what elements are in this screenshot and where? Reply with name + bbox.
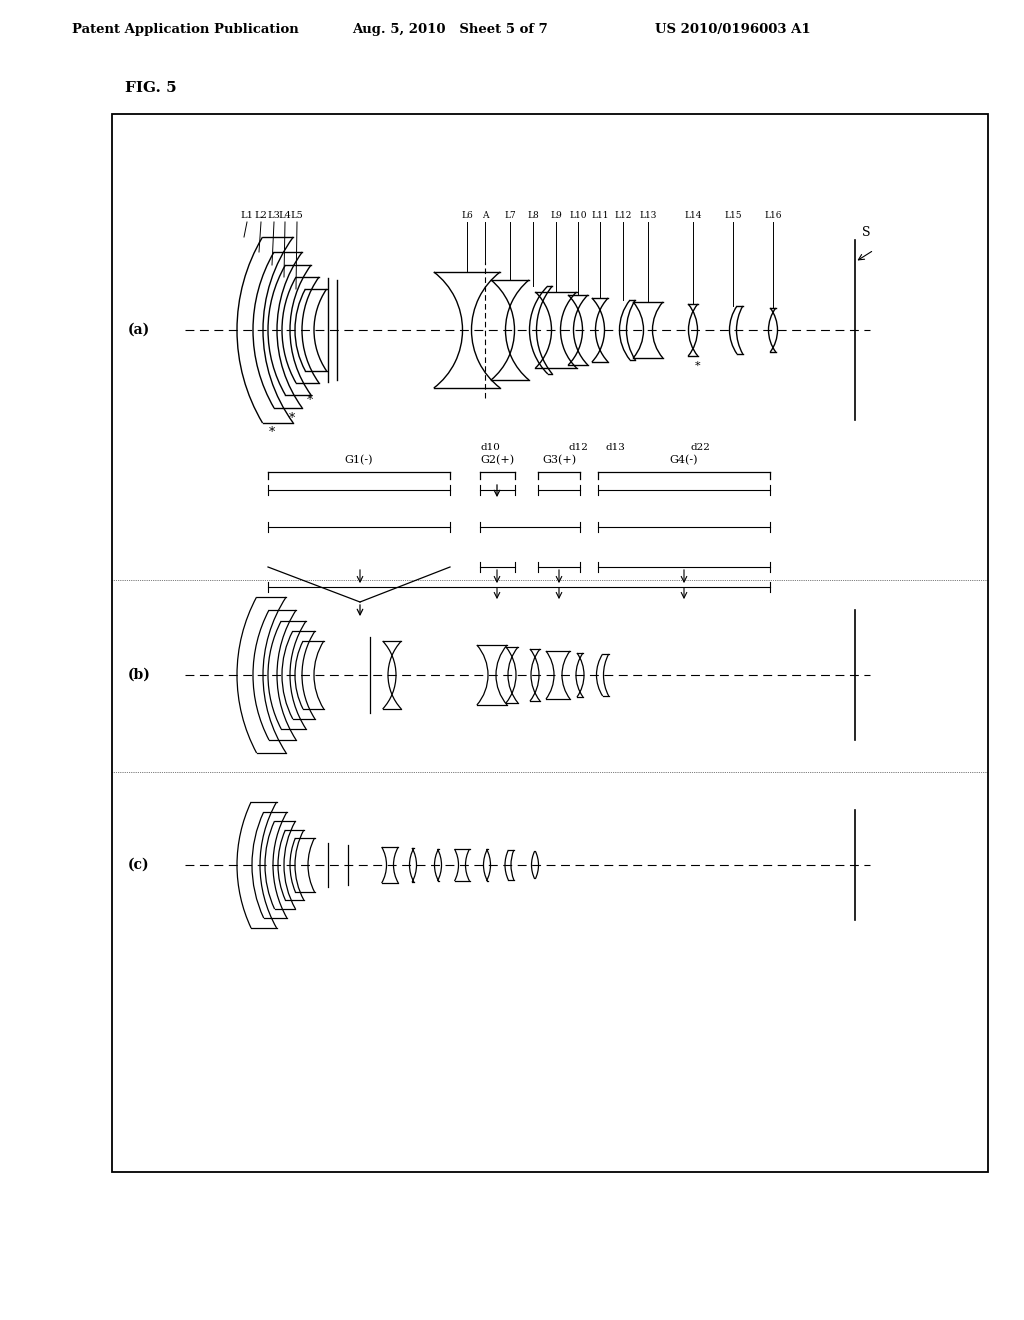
- Text: (c): (c): [128, 858, 150, 873]
- Text: L4: L4: [279, 211, 292, 220]
- Text: *: *: [307, 393, 313, 407]
- Text: L11: L11: [591, 211, 608, 220]
- Text: L5: L5: [291, 211, 303, 220]
- Text: L8: L8: [527, 211, 539, 220]
- Bar: [112, 114, 988, 1172]
- Text: Aug. 5, 2010   Sheet 5 of 7: Aug. 5, 2010 Sheet 5 of 7: [352, 24, 548, 37]
- Text: L1: L1: [241, 211, 253, 220]
- Text: *: *: [269, 426, 275, 440]
- Text: L2: L2: [255, 211, 267, 220]
- Text: A: A: [481, 211, 488, 220]
- Text: (a): (a): [128, 323, 151, 337]
- Text: L13: L13: [639, 211, 656, 220]
- Text: G1(-): G1(-): [345, 455, 374, 465]
- Text: G4(-): G4(-): [670, 455, 698, 465]
- Text: L14: L14: [684, 211, 701, 220]
- Text: d10: d10: [480, 444, 500, 453]
- Text: L10: L10: [569, 211, 587, 220]
- Text: L15: L15: [724, 211, 741, 220]
- Text: d22: d22: [690, 444, 710, 453]
- Text: *: *: [695, 360, 700, 371]
- Text: G2(+): G2(+): [480, 455, 515, 465]
- Text: L6: L6: [461, 211, 473, 220]
- Text: d12: d12: [568, 444, 588, 453]
- Text: L7: L7: [504, 211, 516, 220]
- Text: L9: L9: [550, 211, 562, 220]
- Text: US 2010/0196003 A1: US 2010/0196003 A1: [655, 24, 811, 37]
- Text: FIG. 5: FIG. 5: [125, 81, 176, 95]
- Text: *: *: [289, 412, 295, 425]
- Text: G3(+): G3(+): [542, 455, 577, 465]
- Text: (b): (b): [128, 668, 151, 682]
- Text: d13: d13: [605, 444, 625, 453]
- Text: S: S: [862, 226, 870, 239]
- Text: L3: L3: [267, 211, 281, 220]
- Text: L12: L12: [614, 211, 632, 220]
- Text: Patent Application Publication: Patent Application Publication: [72, 24, 299, 37]
- Text: L16: L16: [764, 211, 781, 220]
